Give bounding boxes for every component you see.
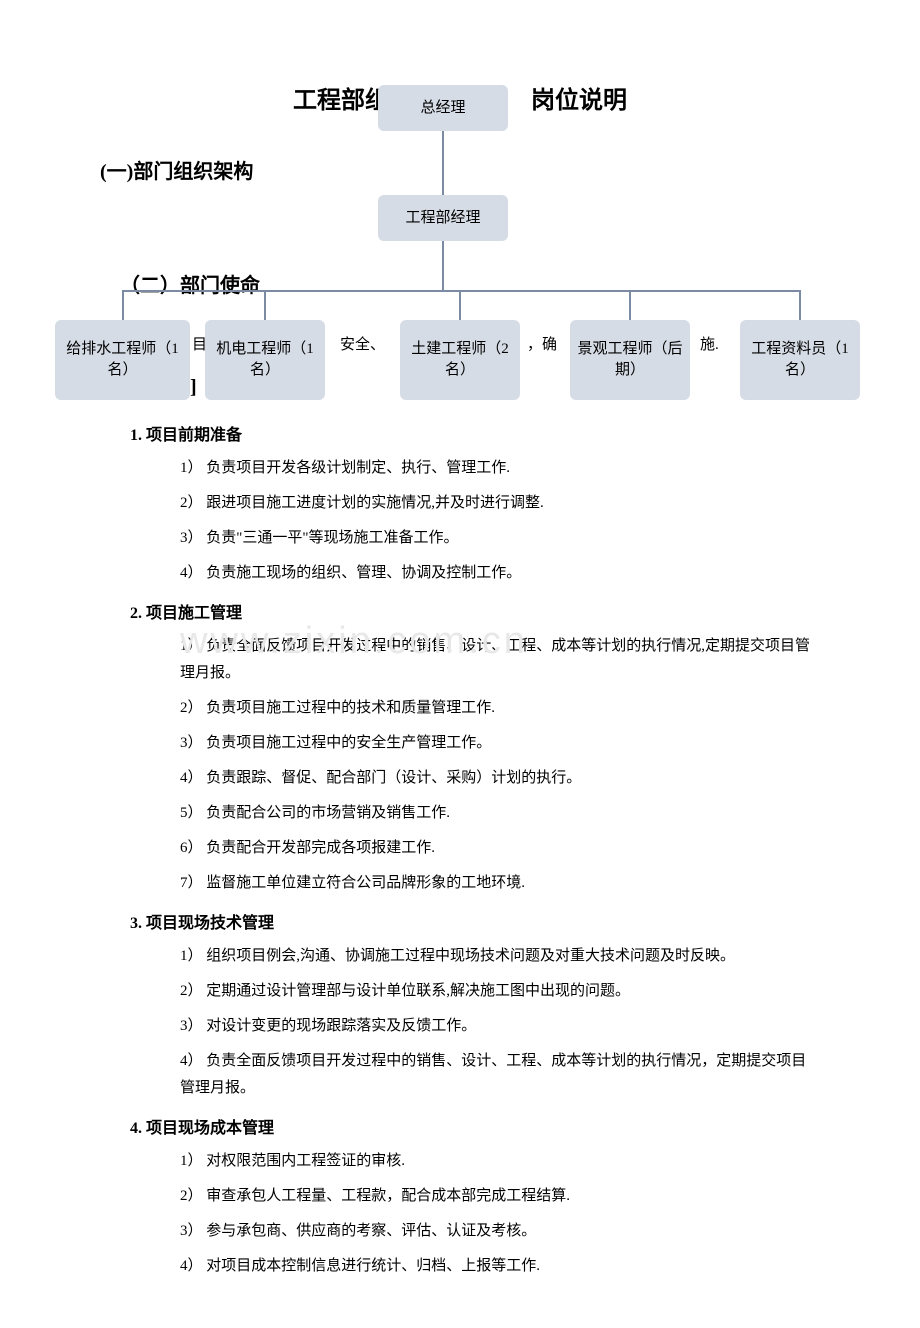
connector-line bbox=[629, 290, 631, 320]
org-node-leaf-3: 景观工程师（后期） bbox=[570, 320, 690, 400]
connector-line bbox=[264, 290, 266, 320]
underlay-text: ，确 bbox=[527, 333, 557, 354]
list-item: 3） 对设计变更的现场跟踪落实及反馈工作。 bbox=[180, 1013, 820, 1040]
connector-line bbox=[122, 290, 124, 320]
list-item: 2） 审查承包人工程量、工程款，配合成本部完成工程结算. bbox=[180, 1183, 820, 1210]
list-item: 7） 监督施工单位建立符合公司品牌形象的工地环境. bbox=[180, 870, 820, 897]
numbered-heading-4: 4. 项目现场成本管理 bbox=[130, 1114, 860, 1138]
list-item: 4） 负责跟踪、督促、配合部门（设计、采购）计划的执行。 bbox=[180, 765, 820, 792]
org-node-leaf-4: 工程资料员（1 名） bbox=[740, 320, 860, 400]
list-item: 2） 定期通过设计管理部与设计单位联系,解决施工图中出现的问题。 bbox=[180, 978, 820, 1005]
org-node-leaf-2: 土建工程师（2 名） bbox=[400, 320, 520, 400]
list-item: 2） 负责项目施工过程中的技术和质量管理工作. bbox=[180, 695, 820, 722]
connector-line bbox=[122, 290, 800, 292]
connector-line bbox=[459, 290, 461, 320]
list-item: 1） 组织项目例会,沟通、协调施工过程中现场技术问题及对重大技术问题及时反映。 bbox=[180, 943, 820, 970]
org-node-eng-mgr: 工程部经理 bbox=[378, 195, 508, 241]
title-right: 岗位说明 bbox=[531, 88, 627, 114]
section-1-heading: (一)部门组织架构 bbox=[100, 155, 860, 184]
underlay-text: 安全、 bbox=[340, 333, 385, 354]
numbered-heading-1: 1. 项目前期准备 bbox=[130, 421, 860, 445]
list-item: 6） 负责配合开发部完成各项报建工作. bbox=[180, 835, 820, 862]
list-item: 1） 对权限范围内工程签证的审核. bbox=[180, 1148, 820, 1175]
numbered-heading-3: 3. 项目现场技术管理 bbox=[130, 909, 860, 933]
org-node-gm: 总经理 bbox=[378, 85, 508, 131]
connector-line bbox=[442, 241, 444, 291]
connector-line bbox=[799, 290, 801, 320]
list-item: 4） 负责施工现场的组织、管理、协调及控制工作。 bbox=[180, 560, 820, 587]
underlay-text: 施. bbox=[700, 333, 719, 354]
section-2-heading: （二）部门使命 bbox=[120, 269, 860, 298]
list-item: 4） 负责全面反馈项目开发过程中的销售、设计、工程、成本等计划的执行情况，定期提… bbox=[180, 1048, 820, 1102]
title-left: 工程部组 bbox=[293, 88, 389, 114]
list-item: 3） 负责"三通一平"等现场施工准备工作。 bbox=[180, 525, 820, 552]
watermark-text: www.zixin.com.cn bbox=[180, 620, 528, 663]
org-node-leaf-1: 机电工程师（1 名） bbox=[205, 320, 325, 400]
list-item: 3） 负责项目施工过程中的安全生产管理工作。 bbox=[180, 730, 820, 757]
org-node-leaf-0: 给排水工程师（1 名） bbox=[55, 320, 190, 400]
list-item: 3） 参与承包商、供应商的考察、评估、认证及考核。 bbox=[180, 1218, 820, 1245]
list-item: 2） 跟进项目施工进度计划的实施情况,并及时进行调整. bbox=[180, 490, 820, 517]
list-item: 5） 负责配合公司的市场营销及销售工作. bbox=[180, 800, 820, 827]
list-item: 4） 对项目成本控制信息进行统计、归档、上报等工作. bbox=[180, 1253, 820, 1280]
list-item: 1） 负责项目开发各级计划制定、执行、管理工作. bbox=[180, 455, 820, 482]
connector-line bbox=[442, 131, 444, 195]
